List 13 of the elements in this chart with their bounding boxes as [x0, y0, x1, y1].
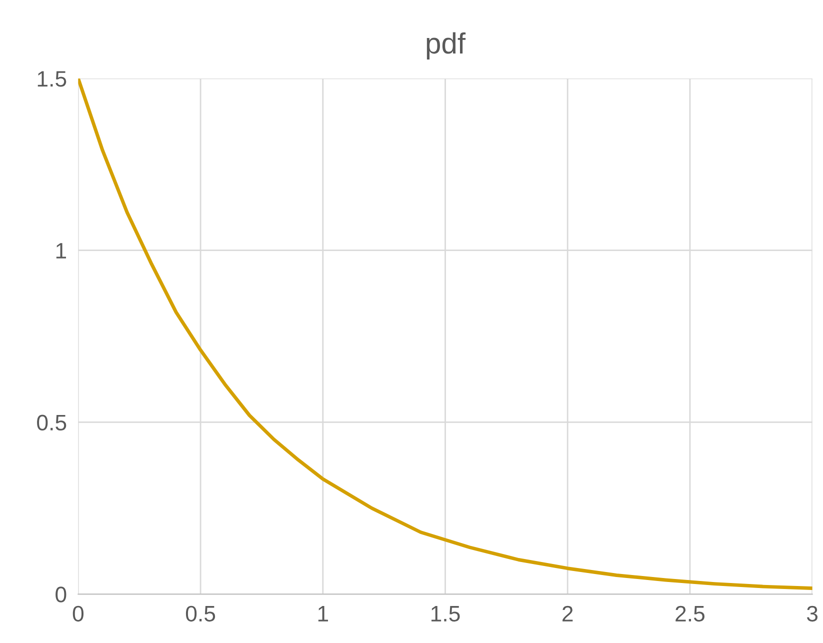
x-tick-label: 3: [806, 606, 818, 622]
y-tick-label: 0: [56, 586, 66, 602]
y-tick-label: 1: [56, 243, 66, 258]
y-tick-label: 0.5: [37, 414, 66, 431]
line-series: [78, 78, 812, 590]
x-tick-label: 2.5: [676, 606, 704, 622]
x-tick-label: 0.5: [186, 606, 216, 622]
y-tick-label: 1.5: [38, 71, 66, 87]
chart-title: pdf: [426, 32, 466, 60]
x-tick-label: 1.5: [431, 606, 460, 622]
x-tick-label: 2: [562, 606, 573, 622]
x-tick-label: 0: [72, 606, 84, 622]
x-tick-label: 1: [318, 606, 328, 622]
